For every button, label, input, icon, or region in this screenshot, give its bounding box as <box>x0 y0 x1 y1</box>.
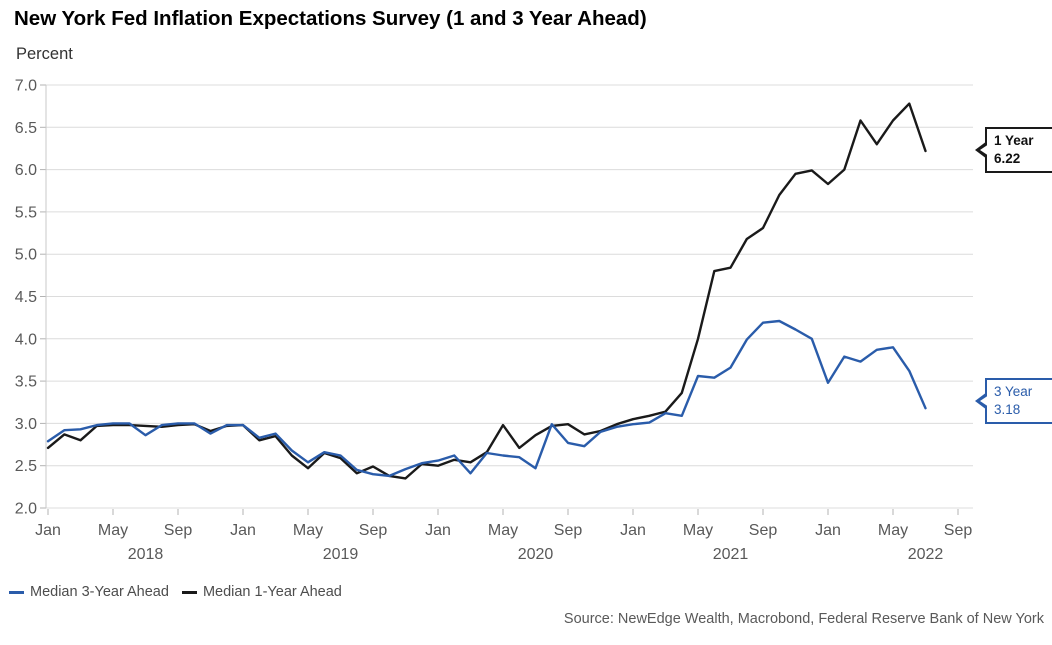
x-tick-label: Jan <box>425 522 451 539</box>
x-tick-label: Sep <box>164 522 193 539</box>
x-year-label: 2020 <box>518 546 554 563</box>
y-tick-label: 3.5 <box>15 374 37 391</box>
x-tick-label: Sep <box>944 522 973 539</box>
legend-label-3-year: Median 3-Year Ahead <box>30 584 169 600</box>
x-tick-label: May <box>293 522 323 539</box>
y-tick-label: 6.5 <box>15 120 37 137</box>
y-tick-label: 4.0 <box>15 331 37 348</box>
x-tick-label: May <box>683 522 713 539</box>
series-line-median-1-year-ahead <box>46 102 927 480</box>
source-attribution: Source: NewEdge Wealth, Macrobond, Feder… <box>563 611 1044 627</box>
y-tick-label: 7.0 <box>15 78 37 95</box>
legend-label-1-year: Median 1-Year Ahead <box>202 584 342 600</box>
legend-dash-3-year-icon <box>9 590 24 594</box>
x-tick-label: May <box>488 522 518 539</box>
x-year-label: 2022 <box>908 546 944 563</box>
x-tick-label: Jan <box>35 522 61 539</box>
callout-1-year: 1 Year 6.22 <box>975 127 1052 174</box>
callout-1-year-value: 6.22 <box>994 150 1021 166</box>
legend-item-1-year: Median 1-Year Ahead <box>181 584 342 600</box>
y-tick-label: 3.0 <box>15 416 37 433</box>
y-tick-label: 6.0 <box>15 162 37 179</box>
y-tick-label: 5.0 <box>15 247 37 264</box>
page-title: New York Fed Inflation Expectations Surv… <box>14 7 647 30</box>
legend-item-3-year: Median 3-Year Ahead <box>9 584 169 600</box>
x-year-label: 2018 <box>128 546 164 563</box>
y-tick-label: 2.5 <box>15 458 37 475</box>
x-tick-label: Jan <box>230 522 256 539</box>
x-tick-label: Sep <box>554 522 583 539</box>
y-axis-title: Percent <box>16 45 73 63</box>
callout-1-year-label: 1 Year <box>994 133 1034 148</box>
x-tick-label: May <box>98 522 128 539</box>
y-tick-label: 4.5 <box>15 289 37 306</box>
y-tick-label: 5.5 <box>15 204 37 221</box>
x-year-label: 2021 <box>713 546 749 563</box>
x-tick-label: May <box>878 522 908 539</box>
callout-3-year-value: 3.18 <box>994 401 1021 417</box>
legend: Median 3-Year Ahead Median 1-Year Ahead <box>9 584 342 600</box>
y-tick-label: 2.0 <box>15 501 37 518</box>
series-line-median-3-year-ahead <box>46 319 927 478</box>
callout-3-year-label: 3 Year <box>994 384 1033 399</box>
x-tick-label: Jan <box>815 522 841 539</box>
x-tick-label: Sep <box>749 522 778 539</box>
x-tick-label: Jan <box>620 522 646 539</box>
x-tick-label: Sep <box>359 522 388 539</box>
x-year-label: 2019 <box>323 546 359 563</box>
legend-dash-1-year-icon <box>181 590 197 594</box>
callout-3-year: 3 Year 3.18 <box>975 378 1052 425</box>
